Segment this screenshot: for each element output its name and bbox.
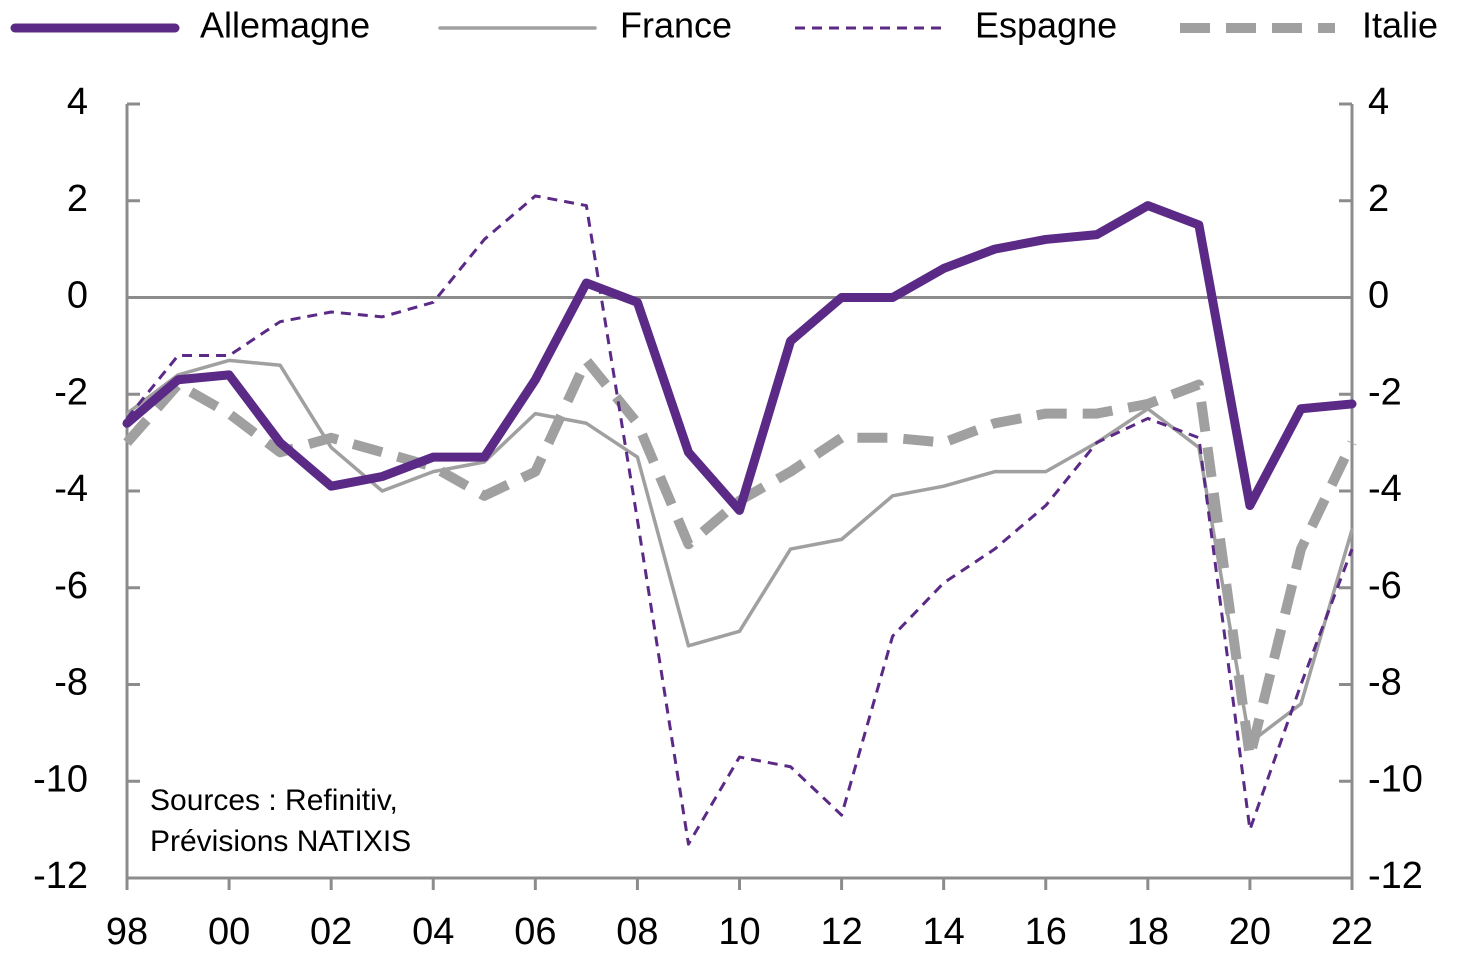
- x-tick-label: 22: [1331, 911, 1373, 953]
- y-tick-label: -6: [54, 565, 88, 607]
- x-tick-label: 12: [820, 911, 862, 953]
- y-tick-label: -12: [33, 855, 88, 897]
- y2-tick-label: -12: [1368, 855, 1423, 897]
- source-note: Sources : Refinitiv,: [150, 784, 398, 817]
- y2-tick-label: 4: [1368, 81, 1389, 123]
- x-tick-label: 06: [514, 911, 556, 953]
- x-tick-label: 08: [616, 911, 658, 953]
- legend-label: France: [620, 5, 732, 46]
- x-tick-label: 10: [718, 911, 760, 953]
- x-tick-label: 04: [412, 911, 454, 953]
- y-tick-label: 0: [67, 275, 88, 317]
- x-tick-label: 16: [1025, 911, 1067, 953]
- x-tick-label: 18: [1127, 911, 1169, 953]
- legend-label: Espagne: [975, 5, 1117, 46]
- y-tick-label: -4: [54, 468, 88, 510]
- series-line: [125, 194, 1354, 846]
- x-tick-label: 14: [923, 911, 965, 953]
- series-line: [122, 201, 1357, 515]
- y2-tick-label: 0: [1368, 275, 1389, 317]
- y2-tick-label: 2: [1368, 178, 1389, 220]
- legend-label: Italie: [1362, 5, 1438, 46]
- y-tick-label: -10: [33, 758, 88, 800]
- y2-tick-label: -2: [1368, 371, 1402, 413]
- y-tick-label: -2: [54, 371, 88, 413]
- x-tick-label: 02: [310, 911, 352, 953]
- source-note: Prévisions NATIXIS: [150, 825, 411, 858]
- x-tick-label: 20: [1229, 911, 1271, 953]
- y-tick-label: 2: [67, 178, 88, 220]
- x-tick-label: 00: [208, 911, 250, 953]
- y-tick-label: -8: [54, 662, 88, 704]
- y2-tick-label: -8: [1368, 662, 1402, 704]
- y2-tick-label: -10: [1368, 758, 1423, 800]
- y-tick-label: 4: [67, 81, 88, 123]
- y2-tick-label: -6: [1368, 565, 1402, 607]
- legend-label: Allemagne: [200, 5, 370, 46]
- x-tick-label: 98: [106, 911, 148, 953]
- y2-tick-label: -4: [1368, 468, 1402, 510]
